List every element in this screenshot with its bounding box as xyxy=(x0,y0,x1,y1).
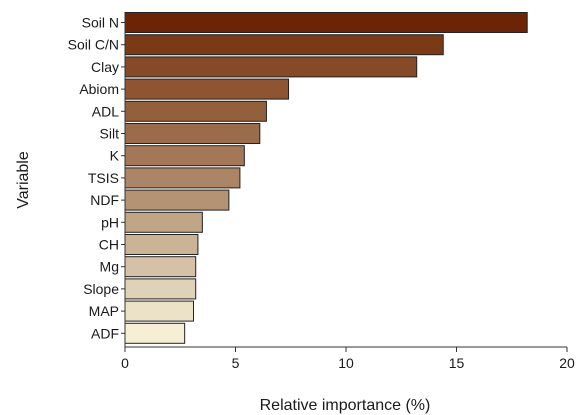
y-tick-label: pH xyxy=(101,214,119,230)
y-axis: Soil N Soil C/N Clay Abiom ADL Silt K TSIS NDF pH… xyxy=(68,13,126,347)
bar xyxy=(124,100,267,122)
bar xyxy=(124,145,245,167)
bar xyxy=(124,189,230,211)
y-tick-label: Soil C/N xyxy=(68,37,119,53)
x-tick-label: 0 xyxy=(121,355,129,371)
bar xyxy=(124,300,195,322)
y-tick-label: MAP xyxy=(89,303,119,319)
bar xyxy=(124,234,199,255)
bar xyxy=(124,123,261,144)
bar xyxy=(124,322,186,344)
y-tick-label: Soil N xyxy=(82,15,119,31)
bar xyxy=(124,12,528,33)
y-tick-label: Slope xyxy=(83,281,119,297)
x-tick-label: 5 xyxy=(232,355,240,371)
y-tick-label: K xyxy=(110,148,120,164)
x-axis: 0 5 10 15 20 xyxy=(121,346,575,371)
bar xyxy=(124,56,418,78)
y-tick-label: TSIS xyxy=(88,170,119,186)
y-tick-label: CH xyxy=(99,237,119,253)
y-axis-title: Variable xyxy=(15,151,32,209)
y-tick-label: Silt xyxy=(100,126,120,142)
bar xyxy=(124,167,241,189)
x-tick-label: 15 xyxy=(449,355,465,371)
y-tick-label: Clay xyxy=(91,59,119,75)
y-tick-label: Abiom xyxy=(79,81,119,97)
bar xyxy=(124,34,444,56)
bar xyxy=(124,278,197,300)
bars-group xyxy=(124,12,528,344)
y-tick-label: ADF xyxy=(91,325,119,341)
bar xyxy=(124,211,203,233)
x-axis-title: Relative importance (%) xyxy=(260,397,431,414)
x-tick-label: 20 xyxy=(559,355,575,371)
y-tick-label: NDF xyxy=(90,192,119,208)
bar xyxy=(124,256,197,278)
y-tick-label: Mg xyxy=(100,259,119,275)
y-tick-label: ADL xyxy=(92,103,119,119)
bar xyxy=(124,78,290,100)
x-tick-label: 10 xyxy=(338,355,354,371)
